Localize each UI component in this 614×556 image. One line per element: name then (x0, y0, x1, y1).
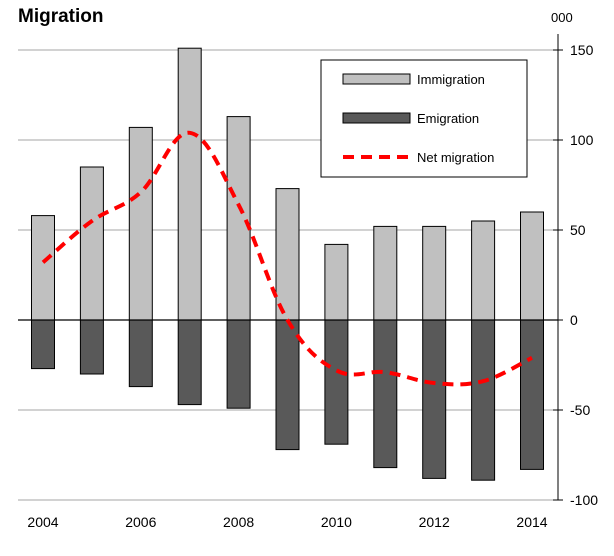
legend-item-emigration-label: Emigration (417, 111, 479, 126)
y-tick-label: 0 (570, 312, 578, 328)
legend-item-net-migration-label: Net migration (417, 150, 494, 165)
y-tick-label: 100 (570, 132, 594, 148)
x-tick-label: 2008 (223, 514, 254, 530)
immigration-bar (79, 166, 104, 321)
emigration-bar (324, 319, 349, 445)
tick-labels: 150 100 50 0 -50 -100 2004 2006 2008 2010 2012 2014 (27, 42, 598, 530)
immigration-bar (226, 116, 251, 321)
emigration-bar (128, 319, 153, 388)
y-tick-label: 50 (570, 222, 586, 238)
net-migration-path (41, 130, 533, 387)
immigration-bar (31, 215, 55, 321)
immigration-bar (520, 211, 544, 321)
immigration-bar (471, 220, 496, 321)
emigration-bar (177, 319, 202, 406)
immigration-bar (373, 225, 398, 321)
y-tick-label: 150 (570, 42, 594, 58)
legend-item-emigration-swatch (342, 112, 411, 124)
y-tick-label: -50 (570, 402, 590, 418)
chart-title: Migration (18, 6, 104, 27)
unit-label: 000 (551, 10, 573, 25)
immigration-bar (128, 126, 153, 321)
immigration-bar (422, 225, 447, 321)
bars (31, 47, 544, 481)
x-tick-label: 2014 (516, 514, 547, 530)
y-tick-label: -100 (570, 492, 598, 508)
emigration-bar (275, 319, 300, 451)
legend-item-immigration-swatch (342, 73, 411, 85)
legend-item-immigration-label: Immigration (417, 72, 485, 87)
immigration-bar (275, 188, 300, 321)
x-tick-label: 2006 (125, 514, 156, 530)
x-tick-label: 2012 (419, 514, 450, 530)
x-tick-label: 2004 (27, 514, 58, 530)
x-tick-label: 2010 (321, 514, 352, 530)
emigration-bar (520, 319, 544, 470)
immigration-bar (177, 47, 202, 321)
emigration-bar (471, 319, 496, 481)
emigration-bar (422, 319, 447, 479)
emigration-bar (226, 319, 251, 409)
emigration-bar (31, 319, 55, 370)
legend: Immigration Emigration Net migration (320, 59, 528, 178)
immigration-bar (324, 243, 349, 321)
net-migration-line (41, 130, 533, 387)
emigration-bar (79, 319, 104, 375)
emigration-bar (373, 319, 398, 469)
